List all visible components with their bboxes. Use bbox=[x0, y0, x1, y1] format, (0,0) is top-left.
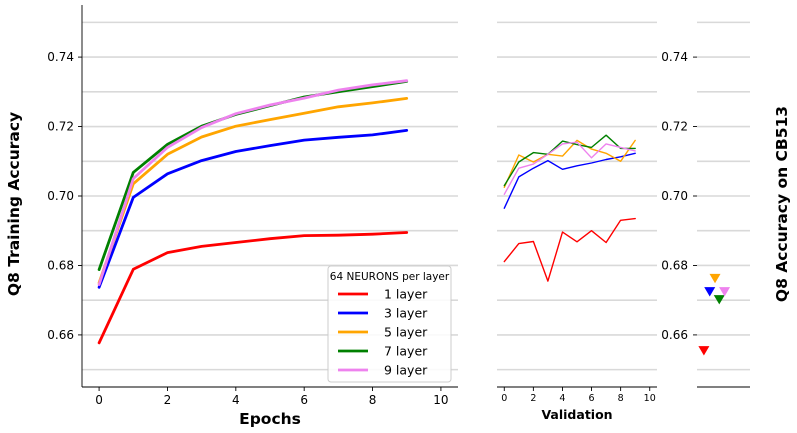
x-tick-label: 8 bbox=[369, 393, 377, 407]
y-axis-title: Q8 Training Accuracy bbox=[5, 112, 23, 296]
cb513-marker bbox=[704, 287, 716, 297]
training-accuracy-panel: 0.66 0.68 0.70 0.72 0.74 0 2 4 6 8 10 Epochs Q8 Trai… bbox=[5, 5, 458, 428]
y-tick-label: 0.72 bbox=[661, 120, 688, 134]
cb513-accuracy-panel: 0.66 0.68 0.70 0.72 0.74 Q8 Accuracy on CB513 bbox=[661, 21, 791, 388]
y-tick-label: 0.66 bbox=[661, 328, 688, 342]
x-tick-label: 6 bbox=[589, 393, 595, 404]
x-tick-label: 8 bbox=[618, 393, 624, 404]
series-line-series-1 bbox=[503, 152, 636, 209]
y-tick-label: 0.70 bbox=[661, 189, 688, 203]
series-line-5-layer bbox=[97, 97, 409, 285]
x-tick-label: 4 bbox=[232, 393, 240, 407]
legend-label: 9 layer bbox=[384, 363, 428, 378]
cb513-marker bbox=[709, 273, 721, 284]
series-line-series-2 bbox=[503, 139, 636, 189]
x-tick-label: 0 bbox=[95, 393, 103, 407]
y-tick-label: 0.68 bbox=[661, 258, 688, 272]
cb513-marker bbox=[698, 346, 710, 356]
legend-title: 64 NEURONS per layer bbox=[330, 271, 450, 283]
x-tick-label: 4 bbox=[559, 393, 565, 404]
series-line-series-4 bbox=[503, 141, 636, 196]
y-tick-label: 0.74 bbox=[47, 50, 74, 64]
x-tick-label: 6 bbox=[300, 393, 308, 407]
legend-label: 7 layer bbox=[384, 344, 428, 359]
legend-label: 3 layer bbox=[384, 306, 428, 321]
x-tick-label: 2 bbox=[530, 393, 536, 404]
legend-label: 5 layer bbox=[384, 325, 428, 340]
x-tick-label: 2 bbox=[164, 393, 172, 407]
validation-accuracy-panel: 0 2 4 6 8 10 Validation bbox=[497, 21, 657, 422]
y-tick-label: 0.66 bbox=[47, 328, 74, 342]
x-tick-label: 10 bbox=[644, 393, 656, 404]
series-line-1-layer bbox=[97, 231, 409, 345]
x-axis-title: Epochs bbox=[239, 410, 301, 428]
series-line-3-layer bbox=[97, 128, 409, 289]
series-line-series-0 bbox=[503, 217, 636, 282]
x-axis-title: Validation bbox=[541, 407, 612, 422]
cb513-marker bbox=[713, 295, 725, 305]
x-tick-label: 10 bbox=[433, 393, 448, 407]
y-tick-label: 0.68 bbox=[47, 258, 74, 272]
x-tick-label: 0 bbox=[501, 393, 507, 404]
legend: 64 NEURONS per layer 1 layer 3 layer 5 laye… bbox=[327, 265, 452, 383]
y-axis-title: Q8 Accuracy on CB513 bbox=[773, 106, 791, 302]
cb513-marker bbox=[719, 287, 731, 297]
y-tick-label: 0.74 bbox=[661, 50, 688, 64]
legend-label: 1 layer bbox=[384, 287, 428, 302]
y-tick-label: 0.70 bbox=[47, 189, 74, 203]
series-line-9-layer bbox=[97, 79, 409, 287]
y-tick-label: 0.72 bbox=[47, 120, 74, 134]
